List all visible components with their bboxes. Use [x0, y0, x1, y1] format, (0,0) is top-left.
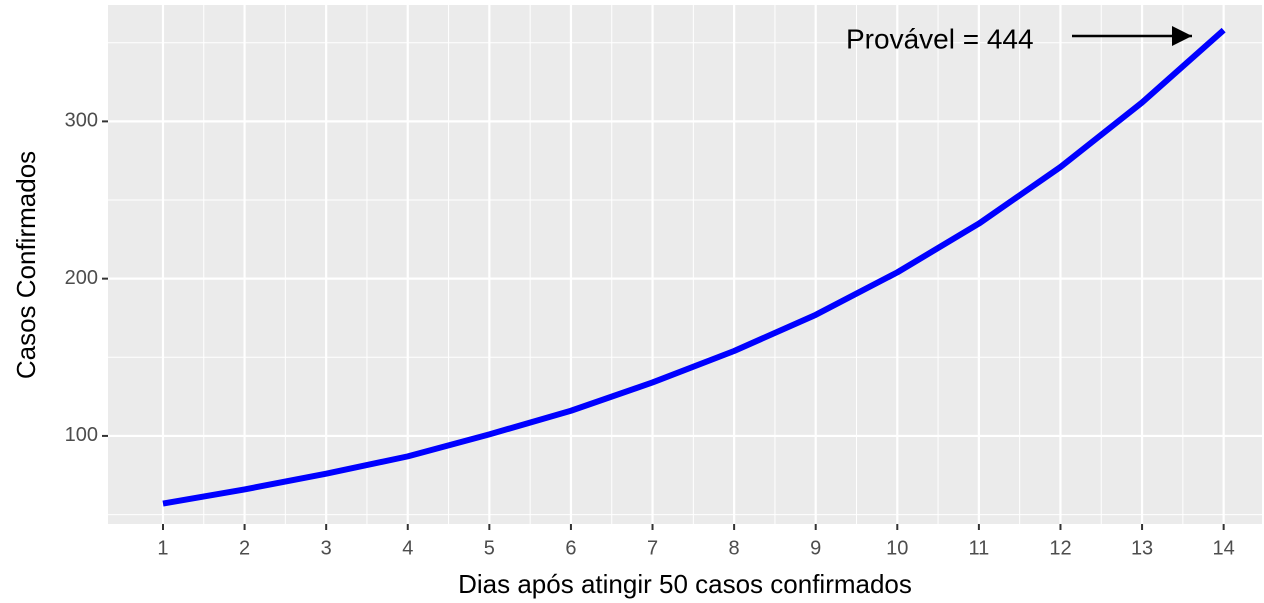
- x-tick-label: 3: [321, 537, 332, 559]
- x-tick-label: 5: [484, 537, 495, 559]
- y-tick-label: 100: [65, 424, 98, 446]
- x-tick-label: 2: [239, 537, 250, 559]
- x-axis-title: Dias após atingir 50 casos confirmados: [458, 569, 912, 599]
- panel: [108, 5, 1262, 524]
- x-tick-label: 12: [1049, 537, 1071, 559]
- x-tick-label: 14: [1213, 537, 1235, 559]
- x-tick-label: 1: [157, 537, 168, 559]
- annotation: Provável = 444: [846, 23, 1034, 54]
- x-tick-label: 4: [402, 537, 413, 559]
- y-tick-label: 200: [65, 267, 98, 289]
- x-tick-label: 8: [729, 537, 740, 559]
- x-tick-label: 10: [886, 537, 908, 559]
- marks: [162, 27, 1226, 507]
- x-tick-label: 9: [810, 537, 821, 559]
- y-tick-label: 300: [65, 110, 98, 132]
- x-tick-label: 11: [969, 537, 990, 559]
- x-tick-label: 13: [1131, 537, 1153, 559]
- x-tick-label: 6: [565, 537, 576, 559]
- y-axis-title: Casos Confirmados: [11, 151, 41, 379]
- x-tick-label: 7: [647, 537, 658, 559]
- grid: [108, 5, 1262, 524]
- line: [162, 27, 1226, 507]
